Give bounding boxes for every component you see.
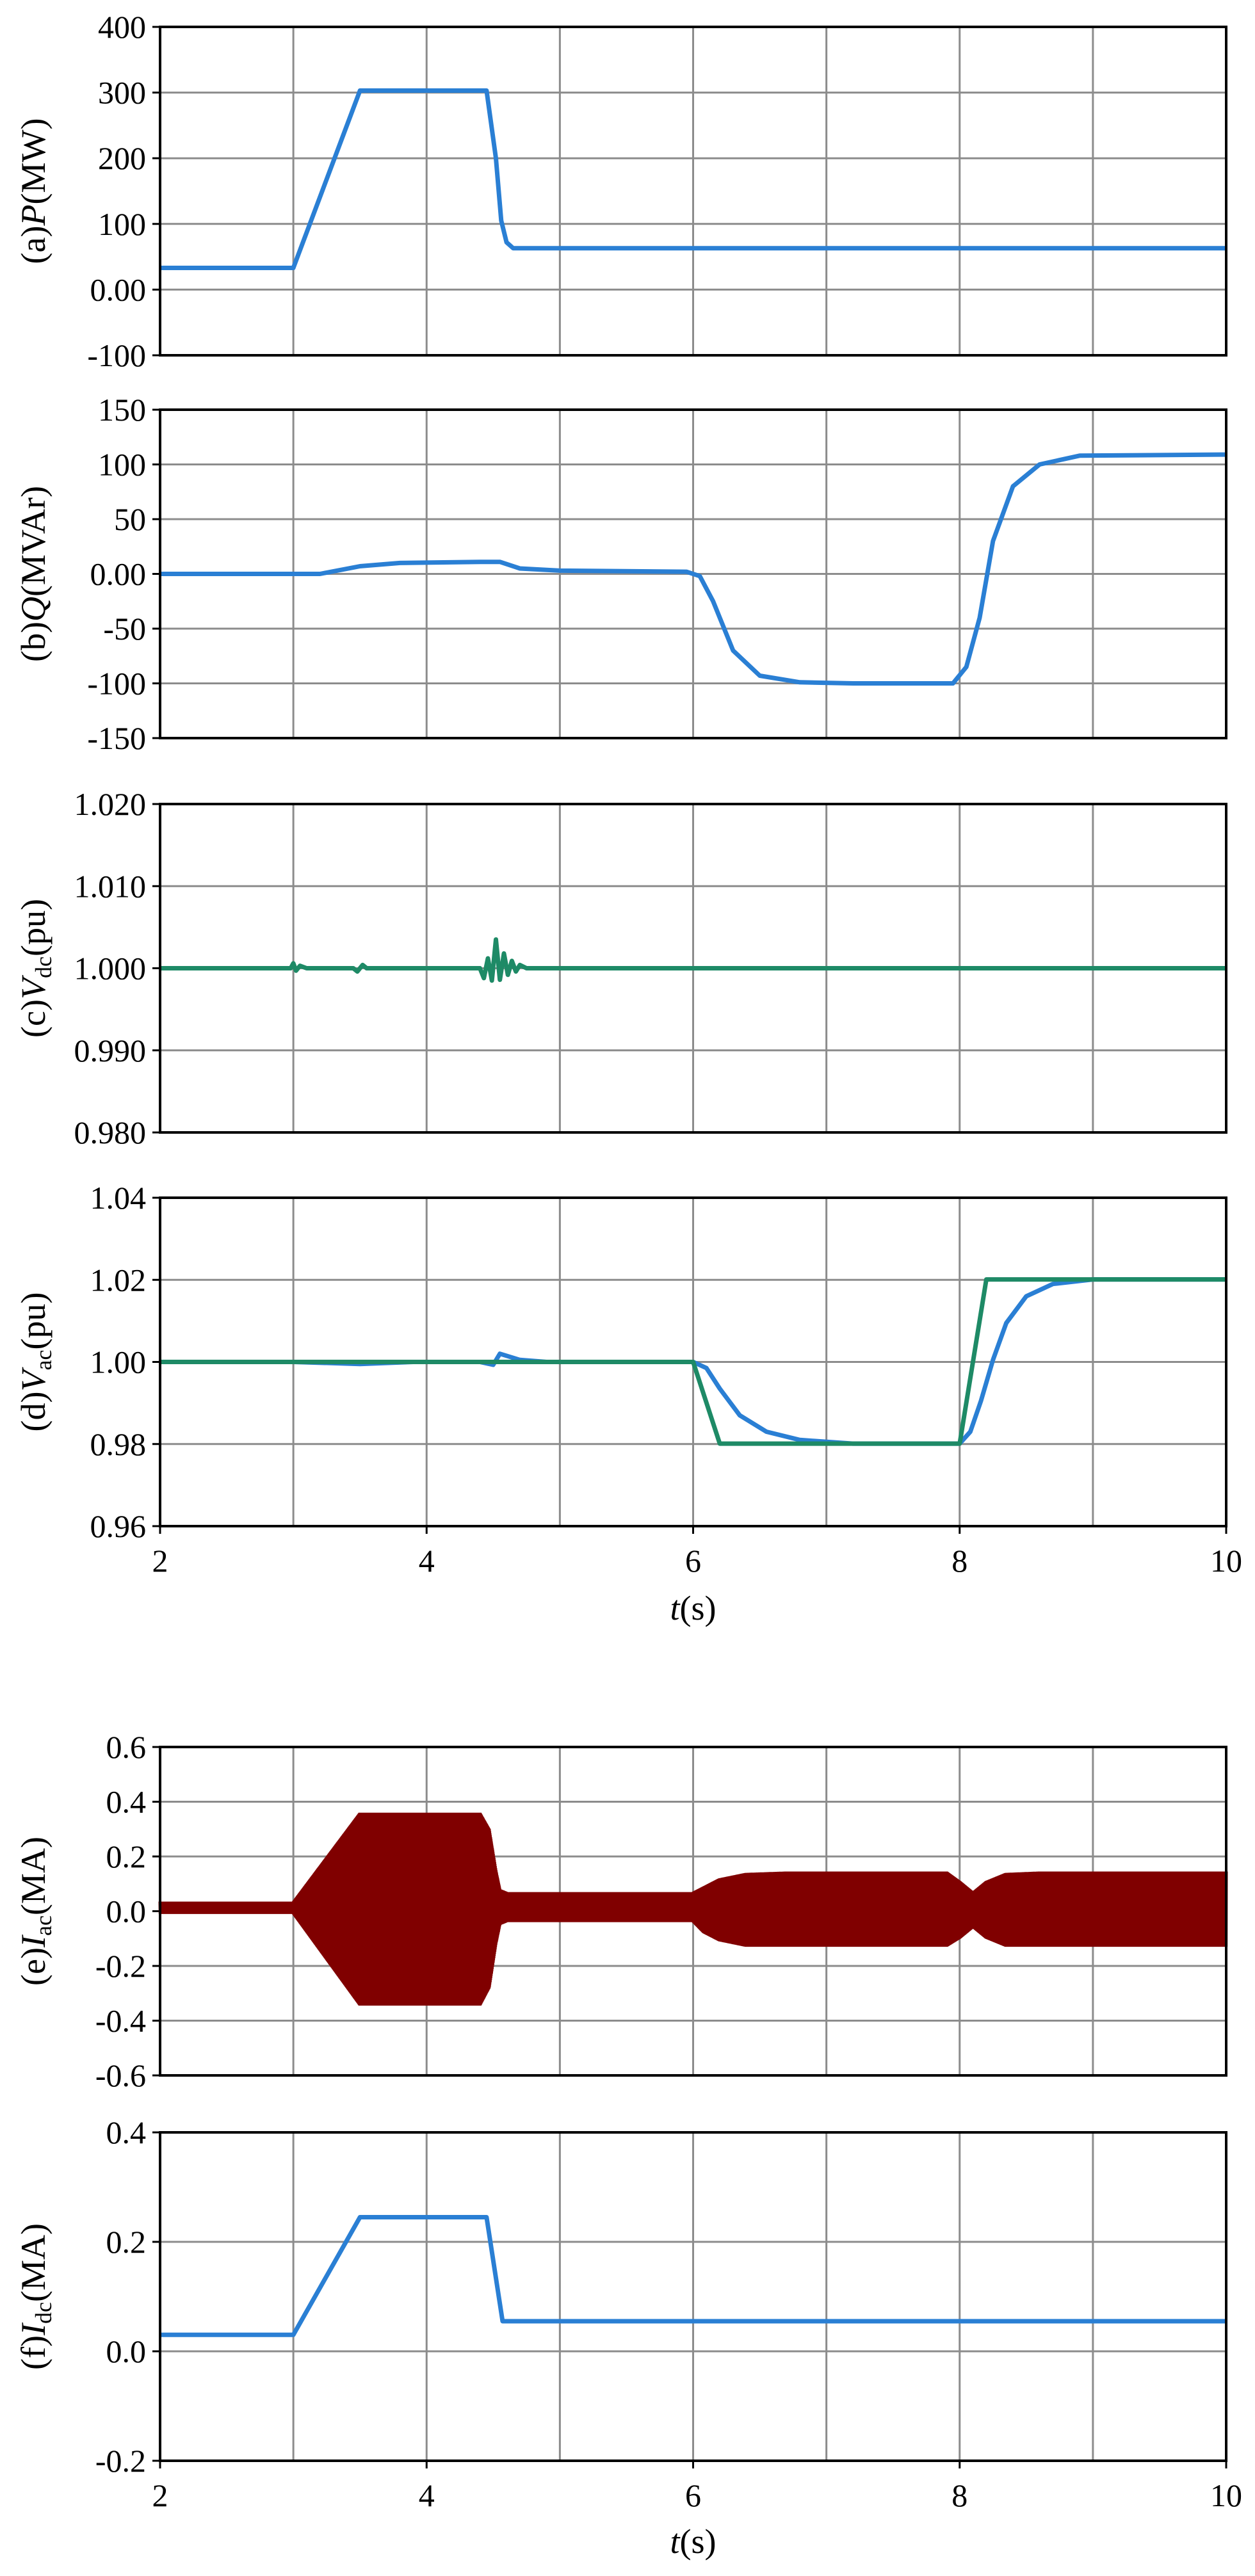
y-tick-label: -50 — [103, 611, 146, 647]
y-label-prefix: (a) — [14, 226, 53, 264]
y-axis-label: (a)P(MW) — [14, 118, 53, 264]
series-e-0 — [158, 1812, 1228, 2006]
y-label-variable: I — [14, 1934, 53, 1948]
y-label-unit: (MVAr) — [14, 486, 53, 597]
y-tick-label: 100 — [98, 447, 146, 483]
y-tick-label: 0.4 — [106, 2114, 147, 2150]
y-tick-label: -0.2 — [95, 2443, 146, 2479]
y-tick-label: -150 — [87, 720, 146, 756]
y-tick-label: 0.980 — [74, 1115, 147, 1150]
y-tick-label: 1.020 — [74, 786, 147, 822]
x-axis-label: t(s) — [670, 1589, 717, 1627]
y-tick-label: -100 — [87, 666, 146, 702]
y-tick-label: 0.0 — [106, 2333, 147, 2369]
y-axis-label: (b)Q(MVAr) — [14, 486, 53, 662]
x-label-unit: (s) — [680, 1589, 717, 1627]
x-tick-label: 2 — [152, 1543, 168, 1579]
y-label-unit: (MW) — [14, 118, 53, 205]
panel-f: -0.2 0.0 0.2 0.4 (f)Idc(MA) — [14, 2114, 1227, 2479]
y-axis-label: (f)Idc(MA) — [14, 2223, 56, 2370]
x-tick-label: 10 — [1210, 1543, 1242, 1579]
y-label-subscript: dc — [31, 2302, 56, 2324]
x-axis: 2 4 6 8 10 t(s) — [152, 1526, 1242, 1627]
series-a-0 — [160, 88, 1226, 270]
y-label-subscript: ac — [31, 1350, 56, 1371]
plot-frame — [159, 803, 1227, 1134]
y-tick-label: -0.2 — [95, 1948, 146, 1984]
y-tick-label: 1.02 — [90, 1262, 147, 1298]
y-tick-label: -100 — [87, 337, 146, 373]
y-tick-label: 1.04 — [90, 1180, 147, 1216]
y-tick-label: 0.0 — [106, 1894, 147, 1929]
panel-d: 0.96 0.98 1.00 1.02 1.04 (d)Vac(pu) — [14, 1180, 1227, 1544]
y-tick-label: 0.00 — [90, 556, 147, 592]
series-d-1 — [160, 1277, 1226, 1446]
y-tick-label: 0.2 — [106, 1839, 147, 1874]
y-tick-label: 0.98 — [90, 1426, 147, 1462]
y-tick-label: 0.990 — [74, 1033, 147, 1068]
x-axis-label: t(s) — [670, 2522, 717, 2561]
y-tick-label: 200 — [98, 140, 146, 176]
y-label-prefix: (c) — [14, 999, 53, 1038]
y-tick-label: 0.2 — [106, 2224, 147, 2260]
y-label-prefix: (f) — [14, 2335, 53, 2370]
y-label-variable: I — [14, 2322, 53, 2336]
x-tick-label: 8 — [951, 1543, 968, 1579]
y-tick-label: 100 — [98, 206, 146, 242]
x-label-unit: (s) — [680, 2522, 717, 2561]
plot-frame — [159, 26, 1227, 357]
y-label-unit: (MA) — [14, 2223, 53, 2302]
y-label-variable: V — [14, 974, 53, 999]
y-tick-label: 1.00 — [90, 1344, 147, 1380]
y-label-subscript: ac — [31, 1915, 56, 1936]
y-tick-label: 0.96 — [90, 1508, 147, 1544]
y-tick-label: -0.4 — [95, 2003, 146, 2039]
x-tick-label: 10 — [1210, 2477, 1242, 2513]
x-label-variable: t — [670, 1589, 681, 1627]
y-tick-label: 1.010 — [74, 868, 147, 904]
y-label-prefix: (b) — [14, 622, 53, 662]
x-label-variable: t — [670, 2522, 681, 2561]
y-label-variable: Q — [14, 597, 53, 622]
y-tick-label: 0.6 — [106, 1729, 147, 1765]
y-label-variable: P — [14, 205, 53, 227]
y-label-unit: (MA) — [14, 1837, 53, 1915]
x-tick-label: 4 — [419, 2477, 435, 2513]
panel-a: -100 0.00 100 200 300 400 (a)P(MW) — [14, 9, 1227, 373]
y-label-unit: (pu) — [14, 899, 53, 956]
y-label-prefix: (e) — [14, 1947, 53, 1986]
y-tick-label: -0.6 — [95, 2057, 146, 2093]
panel-c: 0.980 0.990 1.000 1.010 1.020 (c)Vdc(pu) — [14, 786, 1227, 1150]
y-label-variable: V — [14, 1366, 53, 1391]
x-axis: 2 4 6 8 10 t(s) — [152, 2461, 1242, 2561]
y-tick-label: 0.00 — [90, 271, 147, 307]
y-label-unit: (pu) — [14, 1292, 53, 1350]
series-b-0 — [160, 452, 1227, 686]
y-axis-label: (c)Vdc(pu) — [14, 899, 56, 1038]
y-label-subscript: dc — [31, 956, 56, 978]
y-tick-label: 1.000 — [74, 951, 147, 986]
panel-b: -150 -100 -50 0.00 50 100 150 (b)Q(MVAr) — [14, 392, 1227, 756]
y-axis-label: (d)Vac(pu) — [14, 1292, 56, 1432]
y-label-prefix: (d) — [14, 1391, 53, 1431]
x-tick-label: 2 — [152, 2477, 168, 2513]
x-tick-label: 4 — [419, 1543, 435, 1579]
x-tick-label: 6 — [685, 1543, 701, 1579]
x-tick-label: 6 — [685, 2477, 701, 2513]
plot-frame — [159, 408, 1227, 739]
panel-e: -0.6 -0.4 -0.2 0.0 0.2 0.4 0.6 (e)Iac(MA) — [14, 1729, 1228, 2093]
plot-frame — [159, 1746, 1227, 2077]
y-tick-label: 0.4 — [106, 1784, 147, 1820]
x-tick-label: 8 — [951, 2477, 968, 2513]
y-tick-label: 300 — [98, 75, 146, 111]
series-f-0 — [160, 2215, 1226, 2337]
y-axis-label: (e)Iac(MA) — [14, 1837, 56, 1986]
y-tick-label: 150 — [98, 392, 146, 428]
y-tick-label: 400 — [98, 9, 146, 45]
y-tick-label: 50 — [114, 501, 146, 537]
series-c-0 — [160, 937, 1226, 983]
